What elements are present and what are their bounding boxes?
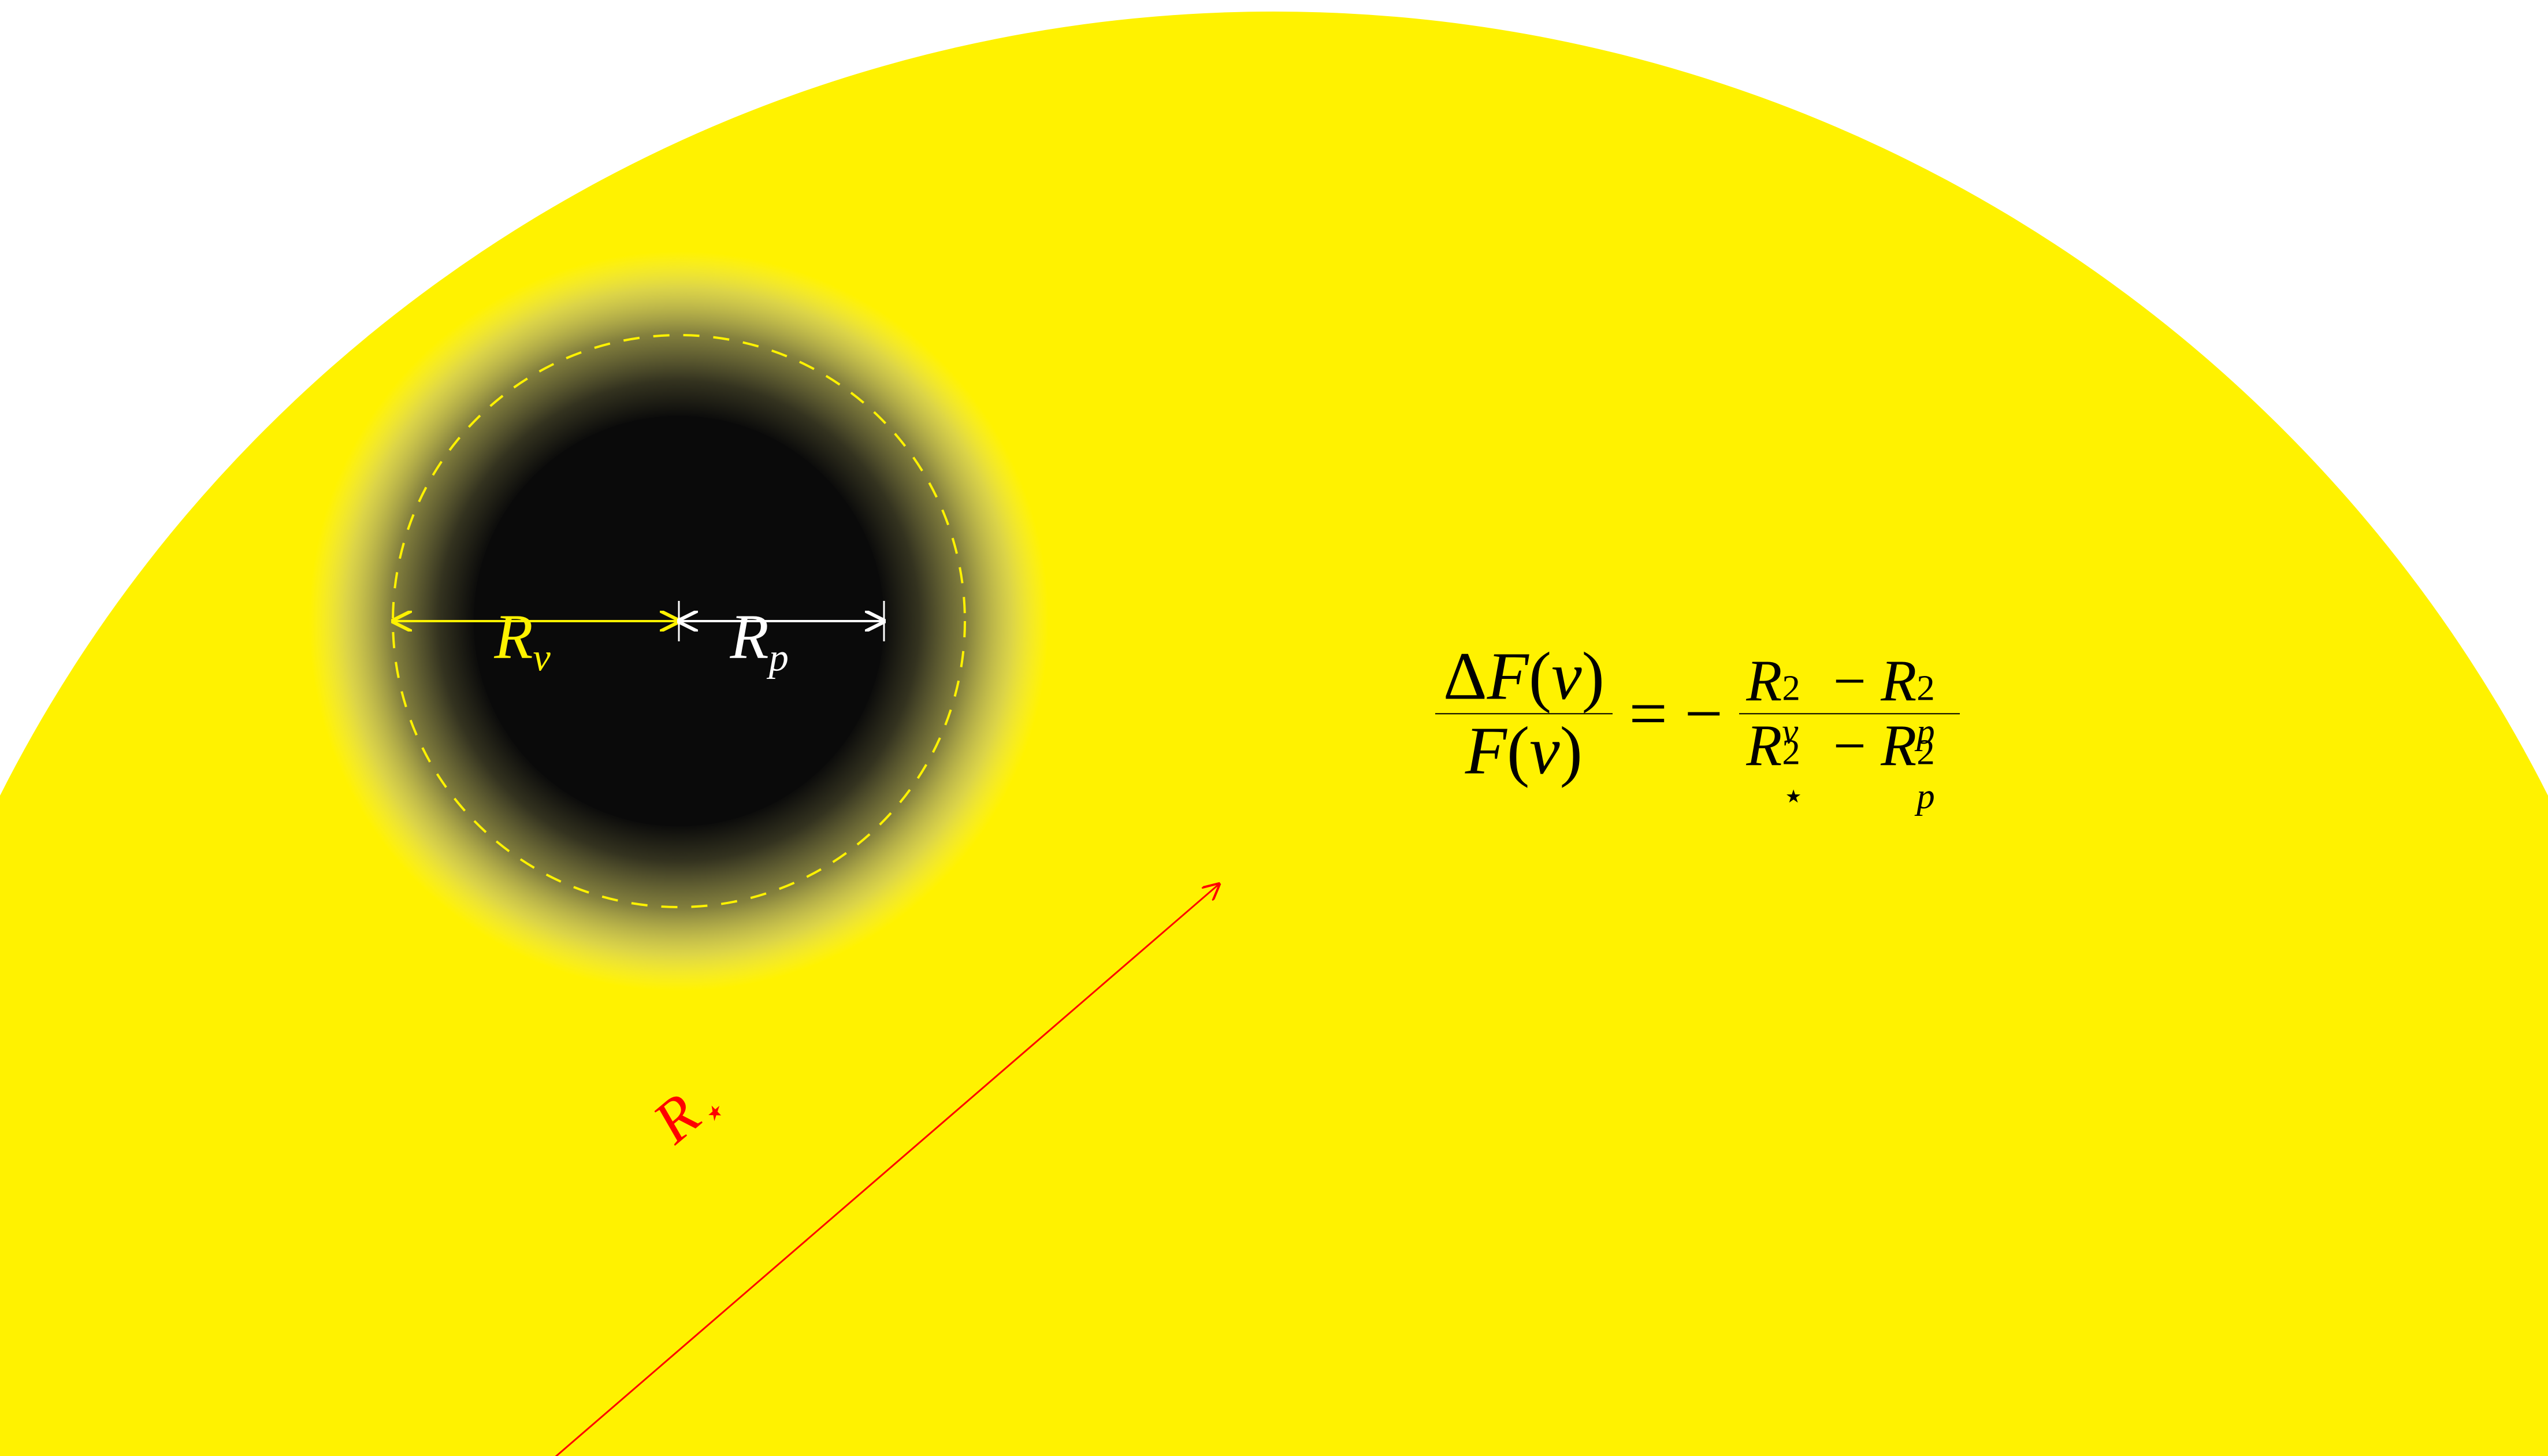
eq-nu1: ν xyxy=(1551,638,1581,714)
eq-nu2: ν xyxy=(1529,713,1559,789)
eq-F2: F xyxy=(1465,713,1507,789)
label-r-p-sub: p xyxy=(769,635,789,679)
label-r-p-main: R xyxy=(730,601,769,671)
label-r-nu: Rν xyxy=(494,604,550,677)
eq-Rp2-sub: p xyxy=(1916,778,1934,814)
eq-Rstar-sub: ⋆ xyxy=(1782,778,1804,814)
eq-paren-open-2: ( xyxy=(1507,713,1529,789)
label-r-nu-main: R xyxy=(494,601,533,671)
eq-minus2: − xyxy=(1833,713,1881,778)
eq-Rnu-R: R xyxy=(1746,648,1782,713)
eq-Rp2-sq: 2 xyxy=(1916,734,1934,770)
eq-Rp1-sq: 2 xyxy=(1916,670,1934,706)
eq-paren-close-1: ) xyxy=(1582,638,1604,714)
eq-Rstar-sq: 2 xyxy=(1782,734,1800,770)
diagram-svg xyxy=(0,0,2548,1456)
eq-F1: F xyxy=(1487,638,1529,714)
equation-rhs-frac: R2ν − R2p R2⋆ − R2p xyxy=(1739,652,1960,775)
eq-equals-minus: = − xyxy=(1629,679,1723,748)
eq-Rp1-R: R xyxy=(1881,648,1916,713)
eq-Rstar-R: R xyxy=(1746,713,1782,778)
eq-paren-close-2: ) xyxy=(1560,713,1583,789)
label-r-nu-sub: ν xyxy=(533,635,551,679)
eq-delta: Δ xyxy=(1443,638,1487,714)
label-r-p: Rp xyxy=(730,604,789,677)
equation-lhs-frac: ΔF(ν) F(ν) xyxy=(1435,642,1613,785)
eq-paren-open-1: ( xyxy=(1529,638,1551,714)
equation: ΔF(ν) F(ν) = − R2ν − R2p R2⋆ − R2p xyxy=(1427,642,1968,785)
eq-minus1: − xyxy=(1833,648,1881,713)
eq-Rnu-sq: 2 xyxy=(1782,670,1800,706)
diagram-root: Rν Rp R⋆ ΔF(ν) F(ν) = − R2ν − R2 xyxy=(0,0,2548,1456)
eq-Rp2-R: R xyxy=(1881,713,1916,778)
